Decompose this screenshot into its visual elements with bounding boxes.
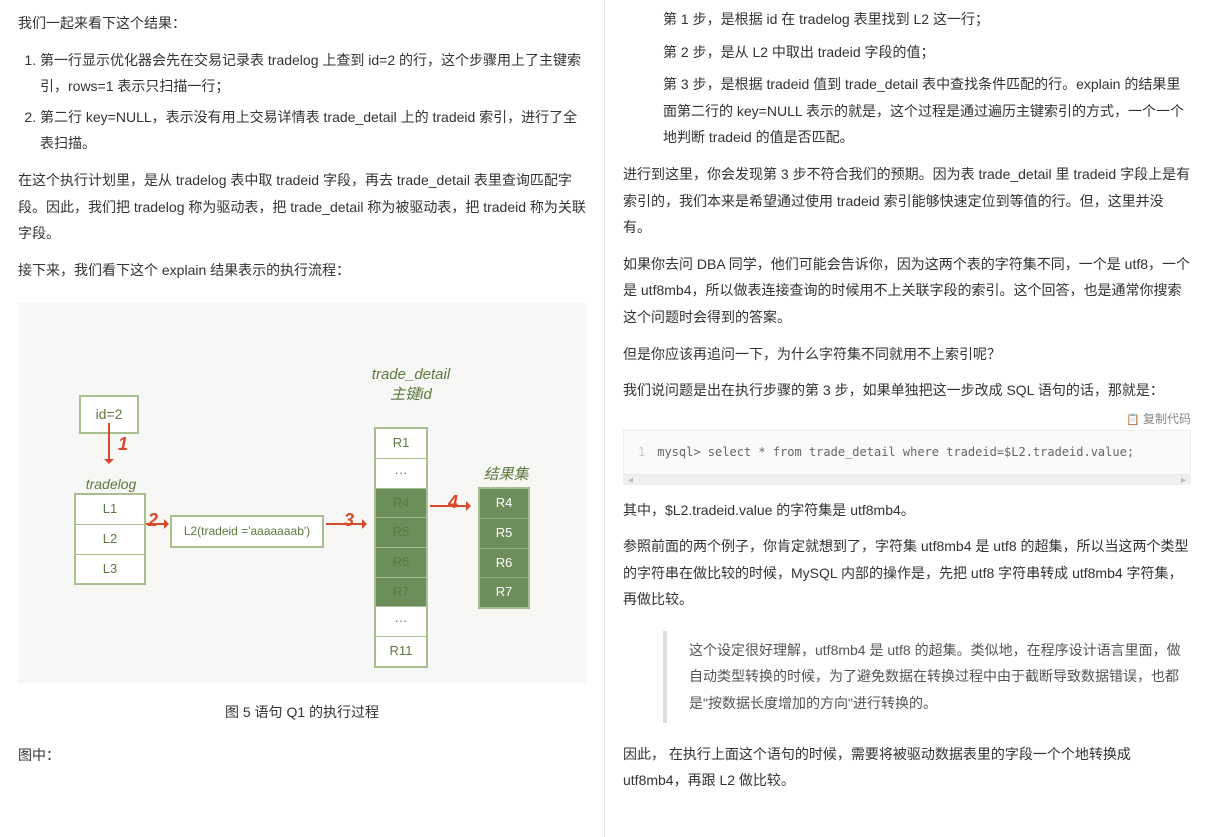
body-text: 在这个执行计划里，是从 tradelog 表中取 tradeid 字段，再去 t… <box>18 167 586 247</box>
list-item: 第一行显示优化器会先在交易记录表 tradelog 上查到 id=2 的行，这个… <box>40 47 586 100</box>
step-text: 第 3 步，是根据 tradeid 值到 trade_detail 表中查找条件… <box>623 71 1191 151</box>
diagram-cell: R6 <box>480 548 528 578</box>
body-text: 如果你去问 DBA 同学，他们可能会告诉你，因为这两个表的字符集不同，一个是 u… <box>623 251 1191 331</box>
diagram-cell: R4 <box>376 488 426 518</box>
step-text: 第 2 步，是从 L2 中取出 tradeid 字段的值； <box>623 39 1191 66</box>
blockquote: 这个设定很好理解，utf8mb4 是 utf8 的超集。类似地，在程序设计语言里… <box>663 631 1191 723</box>
step-list: 第 1 步，是根据 id 在 tradelog 表里找到 L2 这一行； 第 2… <box>623 6 1191 151</box>
diagram-cell: R5 <box>480 518 528 548</box>
diagram-cell: L3 <box>76 554 144 584</box>
left-column: 我们一起来看下这个结果： 第一行显示优化器会先在交易记录表 tradelog 上… <box>0 0 605 837</box>
diagram-tradedetail-table: R1 ··· R4 R5 R6 R7 ··· R11 <box>374 427 428 668</box>
body-text: 进行到这里，你会发现第 3 步不符合我们的预期。因为表 trade_detail… <box>623 161 1191 241</box>
body-text: 图中： <box>18 742 586 769</box>
step-text: 第 1 步，是根据 id 在 tradelog 表里找到 L2 这一行； <box>623 6 1191 33</box>
diagram-figure: id=2 1 tradelog L1 L2 L3 2 L2(tradeid ='… <box>18 303 586 683</box>
diagram-cell: ··· <box>376 458 426 488</box>
diagram-cell: L1 <box>76 495 144 524</box>
diagram-result-table: R4 R5 R6 R7 <box>478 487 530 609</box>
diagram-cell: R4 <box>480 489 528 518</box>
diagram-step-num: 3 <box>344 503 354 537</box>
body-text: 因此， 在执行上面这个语句的时候，需要将被驱动数据表里的字段一个个地转换成 ut… <box>623 741 1191 794</box>
diagram-l2-box: L2(tradeid ='aaaaaaab') <box>170 515 324 548</box>
code-content[interactable]: 1 mysql> select * from trade_detail where… <box>624 431 1190 474</box>
body-text: 其中，$L2.tradeid.value 的字符集是 utf8mb4。 <box>623 497 1191 524</box>
diagram-step-num: 2 <box>148 503 158 537</box>
figure-caption: 图 5 语句 Q1 的执行过程 <box>18 699 586 726</box>
diagram-cell: R6 <box>376 547 426 577</box>
diagram-tradelog-table: L1 L2 L3 <box>74 493 146 585</box>
code-text: mysql> select * from trade_detail where … <box>657 445 1134 459</box>
body-text: 接下来，我们看下这个 explain 结果表示的执行流程： <box>18 257 586 284</box>
intro-text: 我们一起来看下这个结果： <box>18 10 586 37</box>
right-column: 第 1 步，是根据 id 在 tradelog 表里找到 L2 这一行； 第 2… <box>605 0 1209 837</box>
copy-code-button[interactable]: 复制代码 <box>1126 408 1191 431</box>
diagram-cell: R5 <box>376 517 426 547</box>
diagram-arrow <box>108 423 110 463</box>
diagram-step-num: 4 <box>448 485 458 519</box>
body-text: 我们说问题是出在执行步骤的第 3 步，如果单独把这一步改成 SQL 语句的话，那… <box>623 377 1191 404</box>
diagram-cell: R7 <box>480 577 528 607</box>
diagram-cell: L2 <box>76 524 144 554</box>
diagram-result-header: 结果集 <box>476 461 536 490</box>
diagram-tradedetail-header: trade_detail 主键id <box>361 365 461 404</box>
body-text: 但是你应该再追问一下，为什么字符集不同就用不上索引呢？ <box>623 341 1191 368</box>
diagram-step-num: 1 <box>118 427 128 461</box>
code-block: 1 mysql> select * from trade_detail where… <box>623 430 1191 485</box>
code-scrollbar[interactable] <box>624 474 1190 484</box>
diagram-cell: R7 <box>376 577 426 607</box>
result-list: 第一行显示优化器会先在交易记录表 tradelog 上查到 id=2 的行，这个… <box>18 47 586 157</box>
body-text: 参照前面的两个例子，你肯定就想到了，字符集 utf8mb4 是 utf8 的超集… <box>623 533 1191 613</box>
code-line-number: 1 <box>638 445 645 459</box>
diagram-cell: ··· <box>376 606 426 636</box>
diagram-cell: R11 <box>376 636 426 666</box>
diagram-cell: R1 <box>376 429 426 458</box>
list-item: 第二行 key=NULL，表示没有用上交易详情表 trade_detail 上的… <box>40 104 586 157</box>
